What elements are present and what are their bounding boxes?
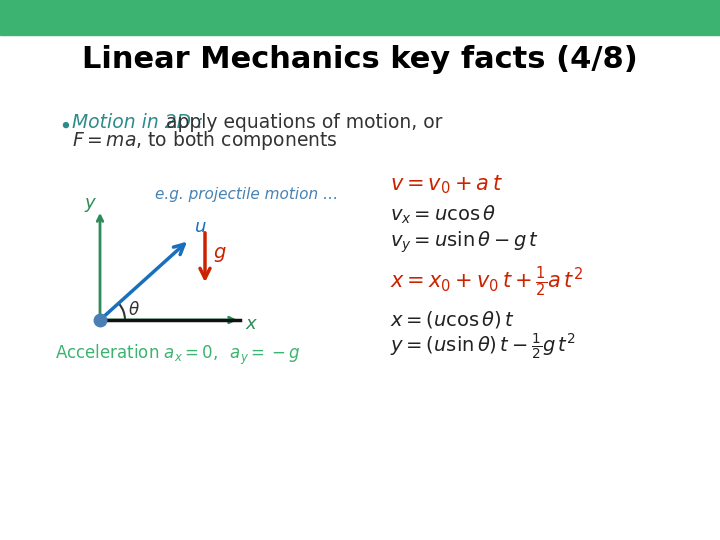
- Text: $v_x = u\cos\theta$: $v_x = u\cos\theta$: [390, 204, 496, 226]
- Text: $F = ma$, to both components: $F = ma$, to both components: [72, 129, 338, 152]
- Text: $v_y = u\sin\theta - g\,t$: $v_y = u\sin\theta - g\,t$: [390, 230, 539, 255]
- Text: $x = x_0 + v_0\,t + \frac{1}{2}a\,t^2$: $x = x_0 + v_0\,t + \frac{1}{2}a\,t^2$: [390, 265, 583, 299]
- Text: $u$: $u$: [194, 218, 207, 235]
- Text: Acceleration $a_x = 0,\;\;a_y = -g$: Acceleration $a_x = 0,\;\;a_y = -g$: [55, 343, 300, 367]
- Text: $\bullet$: $\bullet$: [58, 115, 71, 135]
- Text: $x$: $x$: [245, 315, 258, 333]
- Text: e.g. projectile motion …: e.g. projectile motion …: [155, 187, 338, 202]
- Text: $v = v_0 + a\,t$: $v = v_0 + a\,t$: [390, 174, 503, 197]
- Text: $\theta$: $\theta$: [128, 301, 140, 319]
- Text: Motion in 2D :: Motion in 2D :: [72, 112, 204, 132]
- Bar: [0, 0, 720, 35]
- Text: apply equations of motion, or: apply equations of motion, or: [160, 112, 443, 132]
- Text: Linear Mechanics key facts (4/8): Linear Mechanics key facts (4/8): [82, 45, 638, 75]
- Text: $y = (u\sin\theta)\,t - \frac{1}{2}g\,t^2$: $y = (u\sin\theta)\,t - \frac{1}{2}g\,t^…: [390, 332, 576, 362]
- Text: $g$: $g$: [213, 245, 227, 264]
- Text: $y$: $y$: [84, 196, 97, 214]
- Text: $x = (u\cos\theta)\,t$: $x = (u\cos\theta)\,t$: [390, 309, 515, 330]
